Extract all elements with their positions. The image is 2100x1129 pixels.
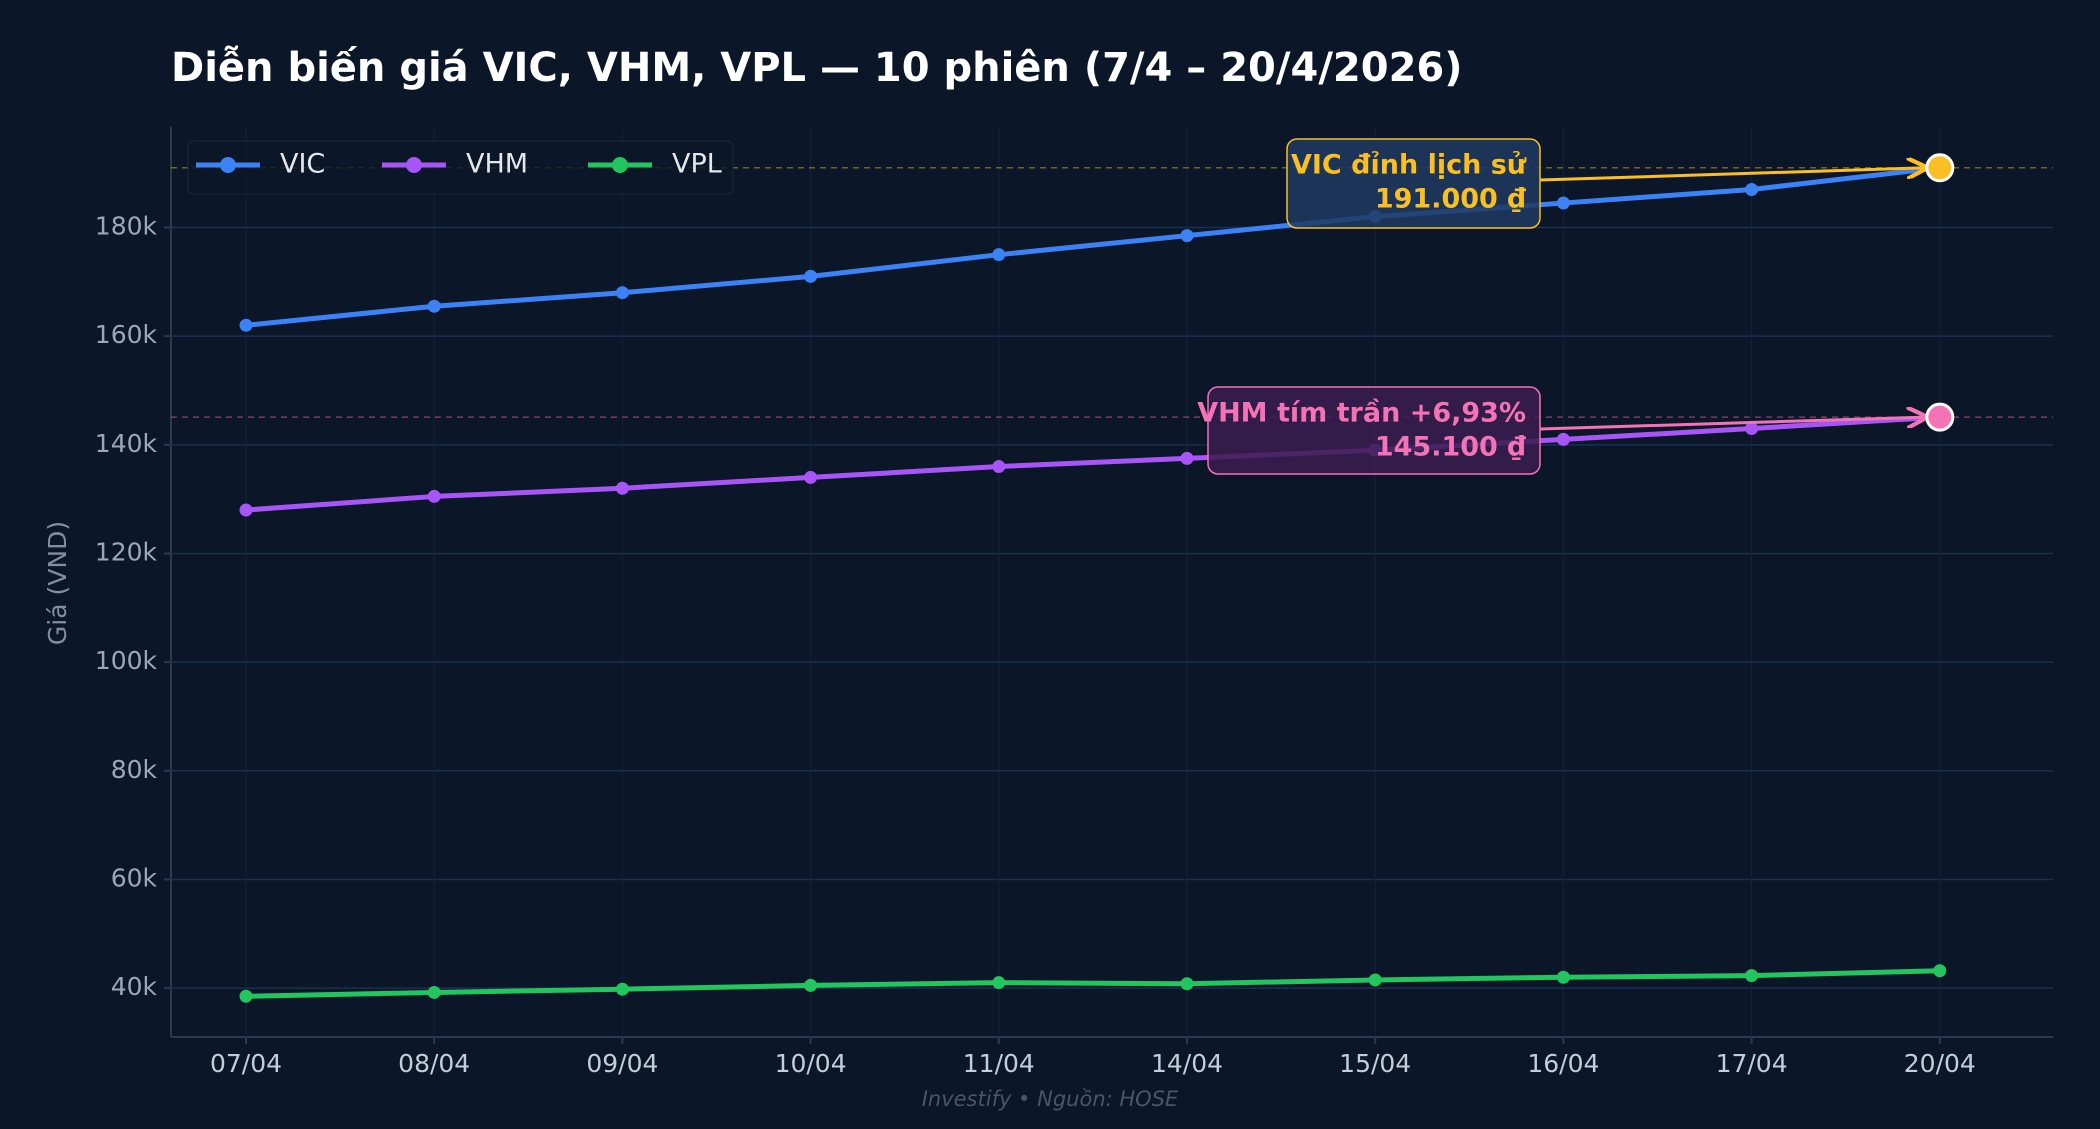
data-point — [1745, 422, 1759, 436]
annotation-text: VIC đỉnh lịch sử — [1291, 150, 1527, 181]
y-tick-label: 100k — [95, 646, 158, 675]
y-tick-label: 40k — [111, 972, 158, 1001]
legend-label: VIC — [280, 149, 325, 180]
highlight-point — [1925, 402, 1955, 432]
data-point — [992, 460, 1006, 474]
x-tick-label: 09/04 — [586, 1049, 658, 1078]
legend-box — [187, 140, 734, 195]
x-tick-label: 14/04 — [1151, 1049, 1223, 1078]
data-point — [615, 481, 629, 495]
data-point — [1556, 970, 1570, 984]
x-tick-label: 10/04 — [775, 1049, 847, 1078]
x-tick-label: 16/04 — [1527, 1049, 1599, 1078]
legend-label: VHM — [466, 149, 528, 180]
annotation-arrow — [1539, 168, 1926, 182]
data-point — [1556, 196, 1570, 210]
data-point — [1180, 229, 1194, 243]
x-tick-label: 20/04 — [1904, 1049, 1976, 1078]
annotation-text: VHM tím trần +6,93% — [1197, 398, 1526, 429]
data-point — [992, 248, 1006, 262]
legend-swatch-dot — [612, 157, 628, 173]
data-point — [1180, 977, 1194, 991]
data-point — [1745, 969, 1759, 983]
chart-title: Diễn biến giá VIC, VHM, VPL — 10 phiên (… — [171, 45, 1463, 91]
series-line — [245, 165, 1941, 328]
annotation-value: 191.000 ₫ — [1375, 184, 1526, 215]
grid — [171, 127, 2053, 1037]
data-point — [804, 978, 818, 992]
legend-swatch-dot — [406, 157, 422, 173]
legend-swatch-dot — [220, 157, 236, 173]
highlight-point — [1925, 153, 1955, 183]
y-tick-label: 60k — [111, 863, 158, 892]
annotation-box — [1286, 138, 1541, 229]
y-tick-label: 180k — [95, 212, 158, 241]
annotation-arrow — [1539, 417, 1926, 431]
data-point — [992, 976, 1006, 990]
data-point — [427, 489, 441, 503]
data-point — [239, 989, 253, 1003]
x-tick-label: 07/04 — [210, 1049, 282, 1078]
data-point — [615, 982, 629, 996]
footer: Investify • Nguồn: HOSE — [922, 1087, 1179, 1111]
x-tick-label: 08/04 — [398, 1049, 470, 1078]
legend-label: VPL — [672, 149, 722, 180]
y-tick-label: 120k — [95, 537, 158, 566]
data-point — [1933, 964, 1947, 978]
data-point — [1556, 432, 1570, 446]
series-line — [245, 968, 1940, 999]
y-tick-label: 80k — [111, 755, 158, 784]
annotation-value: 145.100 ₫ — [1375, 432, 1526, 463]
data-point — [1745, 182, 1759, 196]
data-point — [804, 470, 818, 484]
y-axis-label: Giá (VND) — [43, 521, 72, 645]
data-point — [1368, 973, 1382, 987]
data-point — [239, 318, 253, 332]
x-tick-label: 15/04 — [1339, 1049, 1411, 1078]
series-line — [245, 414, 1940, 513]
y-tick-label: 160k — [95, 320, 158, 349]
x-tick-label: 11/04 — [963, 1049, 1035, 1078]
data-point — [615, 286, 629, 300]
data-point — [427, 985, 441, 999]
x-tick-label: 17/04 — [1716, 1049, 1788, 1078]
data-point — [1180, 451, 1194, 465]
data-point — [427, 299, 441, 313]
y-tick-label: 140k — [95, 429, 158, 458]
annotation-box — [1207, 386, 1541, 475]
data-point — [804, 269, 818, 283]
data-point — [239, 503, 253, 517]
